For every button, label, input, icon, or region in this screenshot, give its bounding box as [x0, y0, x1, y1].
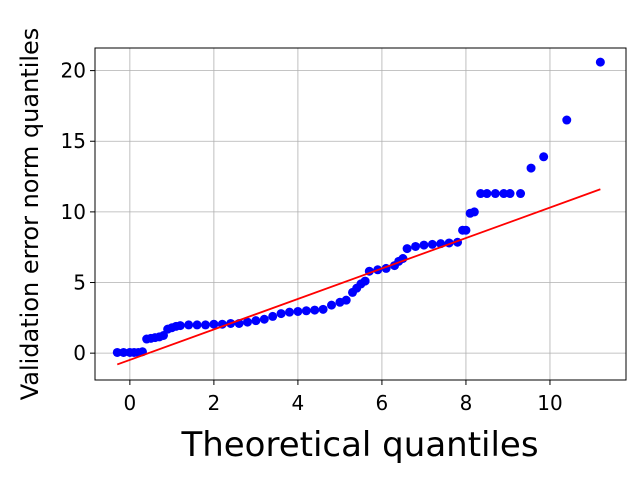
point	[285, 307, 295, 317]
point	[595, 57, 605, 67]
point	[209, 319, 219, 329]
point	[539, 152, 549, 162]
point	[192, 320, 202, 330]
point	[310, 305, 320, 315]
y-axis-label: Validation error norm quantiles	[16, 28, 44, 401]
point	[112, 347, 122, 357]
point	[259, 314, 269, 324]
x-tick-label: 6	[376, 391, 389, 415]
x-tick-label: 10	[537, 391, 562, 415]
plot-frame	[94, 47, 627, 381]
point	[158, 330, 168, 340]
y-tick-label: 15	[61, 129, 86, 153]
point	[469, 207, 479, 217]
point	[360, 276, 370, 286]
point	[293, 306, 303, 316]
y-tick-label: 20	[61, 59, 86, 83]
point	[505, 189, 515, 199]
y-tick-label: 0	[73, 341, 86, 365]
fit-line	[116, 188, 601, 366]
x-tick-label: 4	[292, 391, 305, 415]
point	[175, 321, 185, 331]
point	[490, 189, 500, 199]
point	[499, 189, 509, 199]
y-tick-label: 5	[73, 271, 86, 295]
point	[268, 311, 278, 321]
point	[411, 241, 421, 251]
point	[251, 316, 261, 326]
point	[562, 115, 572, 125]
point	[242, 317, 252, 327]
point	[402, 244, 412, 254]
point	[184, 320, 194, 330]
point	[301, 306, 311, 316]
x-axis-label: Theoretical quantiles	[180, 425, 538, 465]
point	[327, 300, 337, 310]
point	[318, 304, 328, 314]
point	[461, 225, 471, 235]
x-tick-label: 8	[460, 391, 473, 415]
point	[419, 240, 429, 250]
point	[476, 189, 486, 199]
point	[516, 189, 526, 199]
y-tick-label: 10	[61, 200, 86, 224]
x-tick-label: 0	[124, 391, 137, 415]
point	[526, 163, 536, 173]
point	[200, 320, 210, 330]
x-tick-label: 2	[208, 391, 221, 415]
point	[119, 347, 129, 357]
point	[276, 309, 286, 319]
point	[427, 239, 437, 249]
point	[482, 189, 492, 199]
point	[341, 295, 351, 305]
